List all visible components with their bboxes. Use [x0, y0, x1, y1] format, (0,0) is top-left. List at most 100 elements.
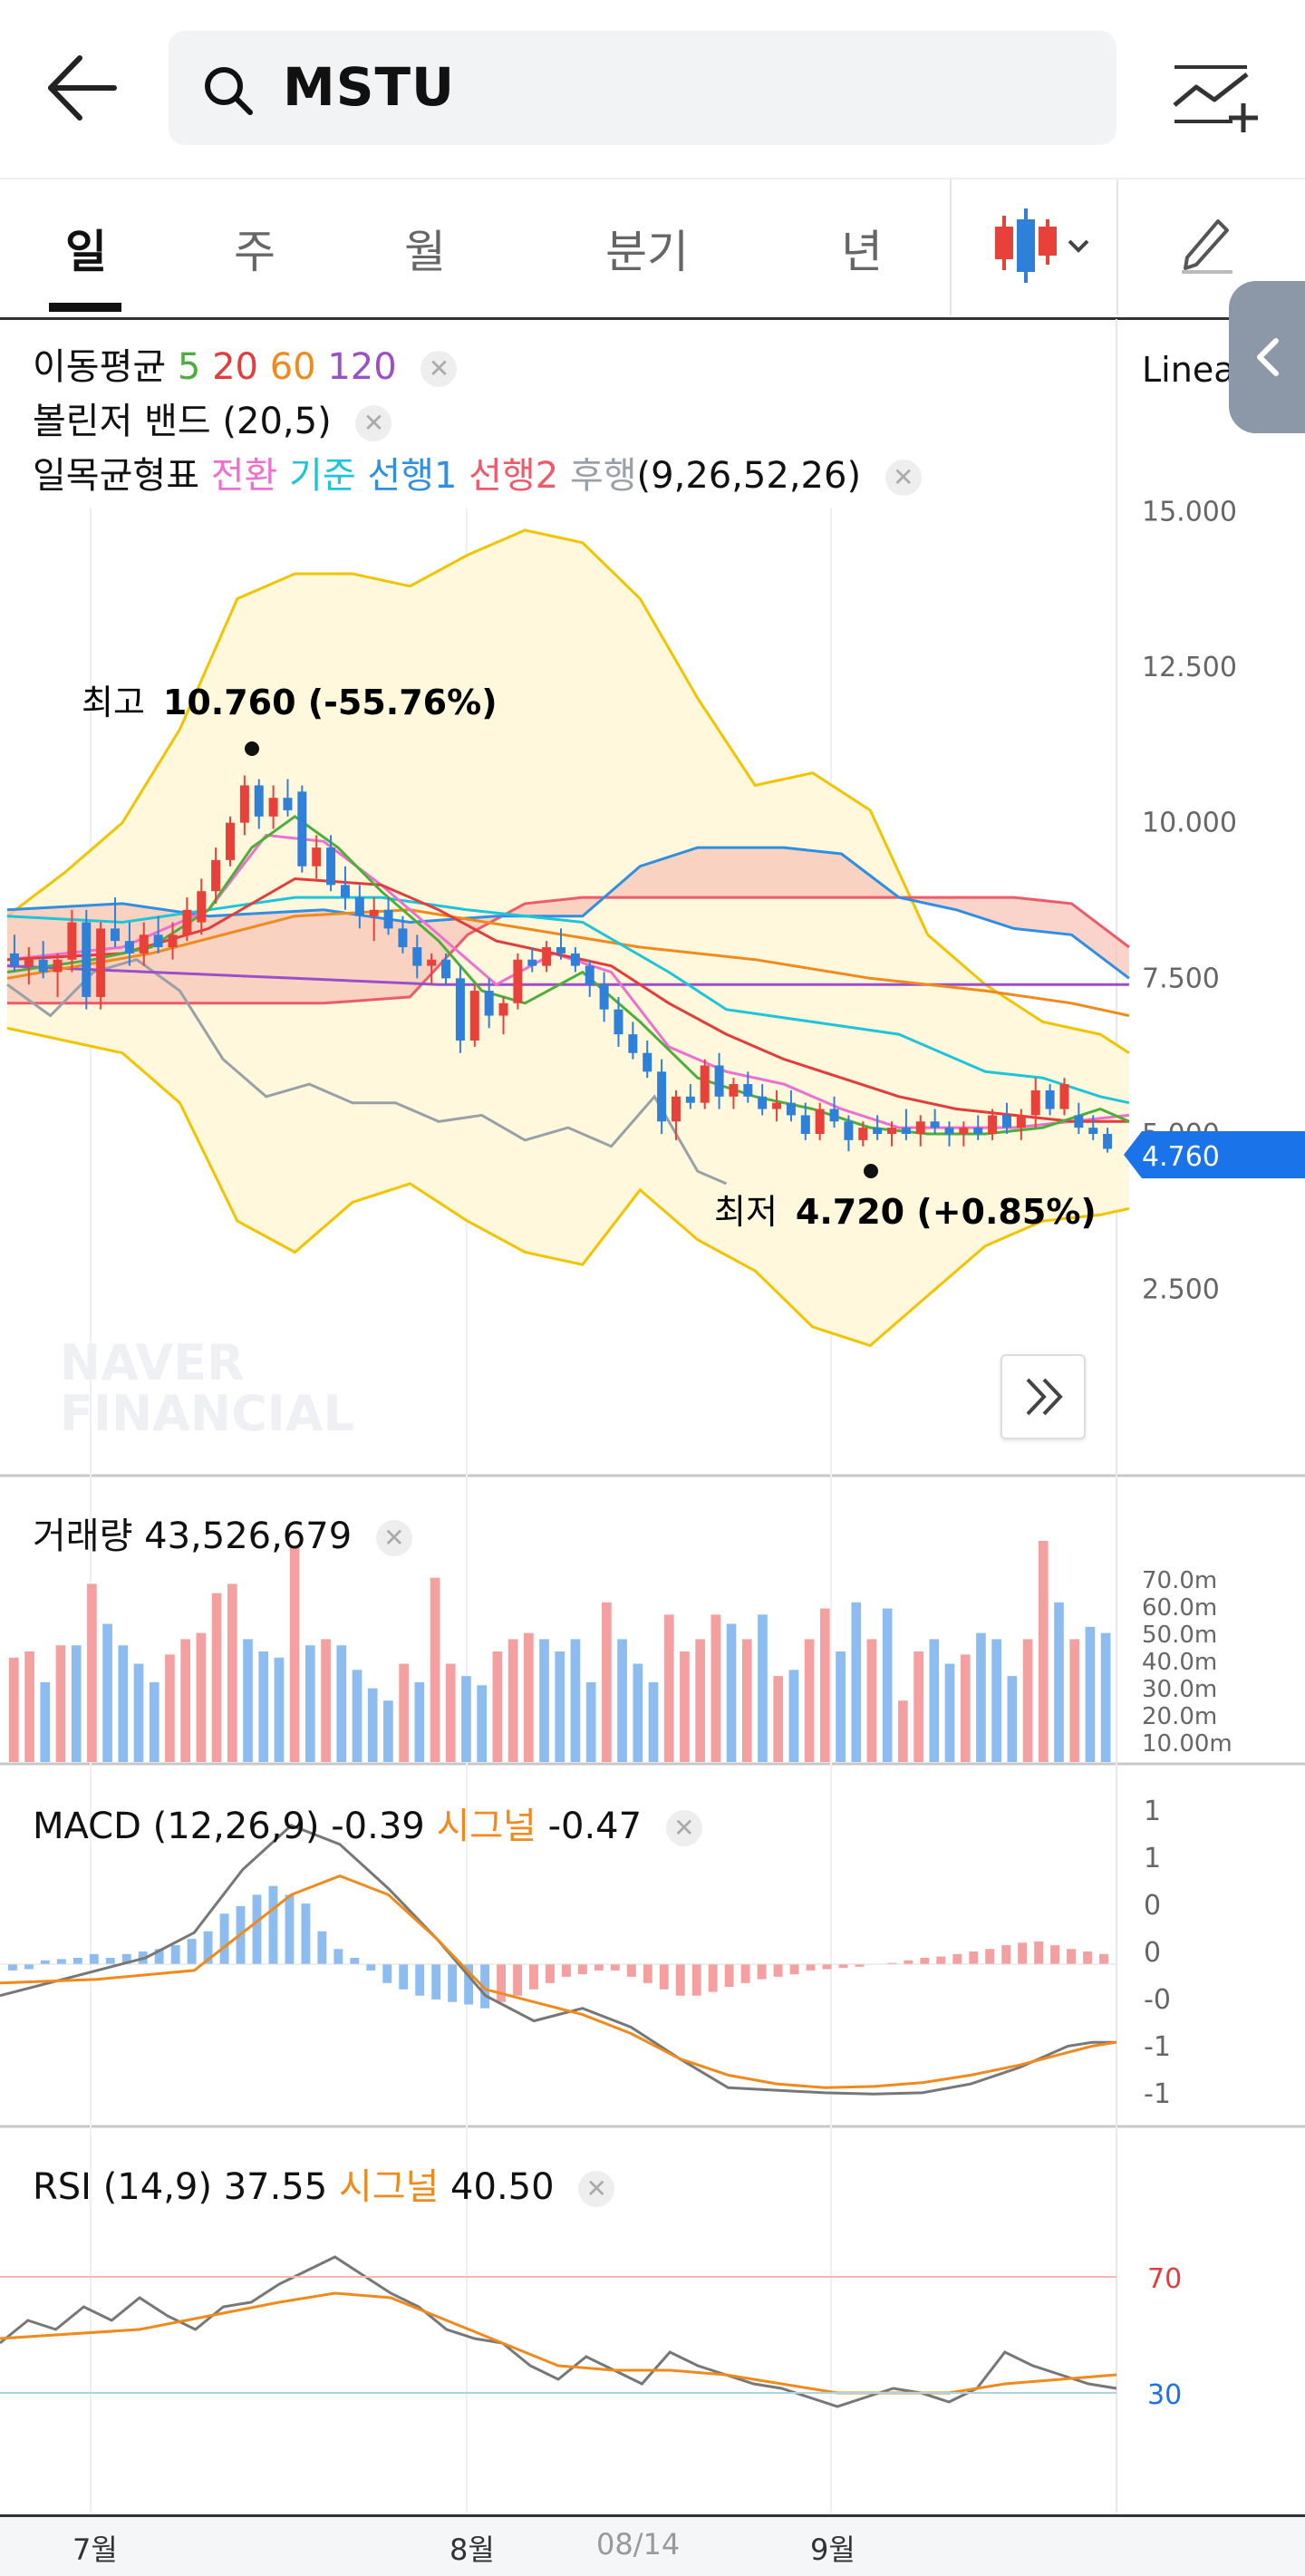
- candle-body: [614, 1009, 624, 1035]
- time-axis[interactable]: [0, 2514, 1305, 2576]
- remove-ma-button[interactable]: ✕: [420, 351, 458, 387]
- ichimoku-senkou2-line: [7, 896, 1130, 1005]
- search-input[interactable]: MSTU: [283, 56, 456, 118]
- candle-body: [153, 935, 163, 947]
- candle-body: [628, 1034, 638, 1053]
- candle-body: [973, 1128, 983, 1134]
- back-arrow-icon[interactable]: [36, 47, 127, 129]
- low-label: 최저 4.720 (+0.85%): [714, 1192, 1097, 1232]
- macd-histogram-bar: [301, 1903, 311, 1964]
- ma120-line: [6, 964, 1129, 986]
- candle-body: [542, 947, 552, 966]
- candle-body: [82, 922, 92, 997]
- active-tab-indicator: [49, 303, 121, 312]
- volume-y-tick: 10.00m: [1142, 1730, 1232, 1758]
- candle-body: [24, 959, 34, 966]
- add-chart-icon[interactable]: [1169, 47, 1260, 138]
- volume-bar: [180, 1639, 190, 1762]
- candle-body: [657, 1071, 667, 1122]
- candle-body: [268, 798, 278, 817]
- volume-bar: [336, 1645, 347, 1762]
- macd-histogram-bar: [366, 1963, 376, 1971]
- volume-bar: [367, 1688, 378, 1762]
- macd-histogram-bar: [708, 1963, 718, 1992]
- volume-bar: [804, 1639, 815, 1762]
- volume-bar: [165, 1654, 175, 1762]
- tab-quarter[interactable]: 분기: [605, 226, 689, 278]
- volume-bar: [680, 1651, 690, 1762]
- candle-type-icon[interactable]: [991, 207, 1097, 288]
- bollinger-legend: 볼린저 밴드 (20,5) ✕: [33, 392, 392, 444]
- volume-bar: [788, 1670, 799, 1762]
- volume-bar: [1085, 1626, 1096, 1762]
- candle-body: [340, 885, 350, 898]
- macd-histogram-bar: [594, 1963, 604, 1971]
- remove-volume-button[interactable]: ✕: [375, 1520, 412, 1556]
- candle-body: [844, 1121, 854, 1140]
- search-box[interactable]: MSTU: [169, 31, 1116, 145]
- remove-rsi-button[interactable]: ✕: [578, 2171, 615, 2207]
- x-label-aug: 8월: [450, 2532, 495, 2567]
- macd-histogram-bar: [317, 1931, 327, 1964]
- tab-year[interactable]: 년: [841, 226, 883, 278]
- volume-bar: [773, 1676, 784, 1762]
- pencil-icon[interactable]: [1178, 212, 1236, 276]
- ichimoku-senkou1-line: [6, 846, 1130, 980]
- remove-macd-button[interactable]: ✕: [665, 1810, 702, 1846]
- remove-ichimoku-button[interactable]: ✕: [884, 460, 922, 496]
- volume-bar: [508, 1639, 518, 1762]
- macd-histogram-bar: [822, 1963, 832, 1970]
- ichimoku-kijun-line: [6, 896, 1130, 1105]
- candle-body: [239, 785, 249, 823]
- current-price-value: 4.760: [1142, 1141, 1220, 1173]
- macd-histogram-bar: [789, 1963, 799, 1975]
- volume-bar: [196, 1632, 207, 1762]
- period-tabs: 일 주 월 분기 년: [0, 179, 1305, 320]
- candle-body: [398, 928, 408, 947]
- rsi-legend: RSI (14,9) 37.55 시그널 40.50 ✕: [33, 2157, 615, 2210]
- macd-histogram-bar: [1067, 1949, 1076, 1964]
- macd-histogram-bar: [952, 1953, 962, 1964]
- volume-bar: [102, 1623, 112, 1762]
- candle-body: [53, 959, 63, 973]
- candle-body: [441, 959, 451, 979]
- macd-histogram-bar: [577, 1963, 587, 1975]
- volume-bar: [633, 1663, 643, 1762]
- watermark-naver: NAVER: [60, 1334, 245, 1391]
- macd-histogram-bar: [773, 1963, 783, 1977]
- volume-bar: [710, 1614, 721, 1762]
- macd-histogram-bar: [56, 1959, 66, 1964]
- candle-body: [743, 1084, 753, 1097]
- ichimoku-legend: 일목균형표 전환 기준 선행1 선행2 후행(9,26,52,26) ✕: [33, 446, 922, 499]
- candle-body: [700, 1065, 710, 1103]
- macd-histogram-bar: [480, 1963, 490, 2009]
- macd-histogram-bar: [285, 1894, 295, 1964]
- side-panel-toggle[interactable]: [1229, 281, 1305, 433]
- candle-body: [111, 928, 121, 942]
- candle-body: [139, 935, 149, 954]
- macd-histogram-bar: [920, 1958, 930, 1964]
- macd-y-tick: -0: [1144, 1984, 1171, 2016]
- candle-body: [383, 909, 393, 929]
- macd-histogram-bar: [724, 1963, 734, 1987]
- candle-body: [873, 1128, 883, 1134]
- candle-body: [197, 891, 207, 923]
- macd-histogram-bar: [969, 1951, 979, 1964]
- scroll-latest-button[interactable]: [1000, 1354, 1086, 1439]
- macd-histogram-bar: [203, 1931, 213, 1964]
- tab-week[interactable]: 주: [234, 226, 276, 278]
- volume-bar: [71, 1645, 82, 1762]
- tab-month[interactable]: 월: [404, 226, 446, 278]
- price-y-tick: 2.500: [1142, 1274, 1220, 1306]
- rsi-level-70: 70: [1147, 2263, 1182, 2295]
- macd-histogram-bar: [1099, 1953, 1108, 1964]
- remove-bollinger-button[interactable]: ✕: [355, 405, 392, 441]
- macd-y-tick: -1: [1144, 2078, 1171, 2110]
- volume-y-tick: 50.0m: [1142, 1622, 1217, 1649]
- ichimoku-tenkan-line: [6, 833, 1130, 1129]
- candle-body: [211, 859, 221, 892]
- tab-day[interactable]: 일: [65, 226, 107, 278]
- search-icon: [205, 67, 253, 115]
- candle-body: [1074, 1115, 1084, 1128]
